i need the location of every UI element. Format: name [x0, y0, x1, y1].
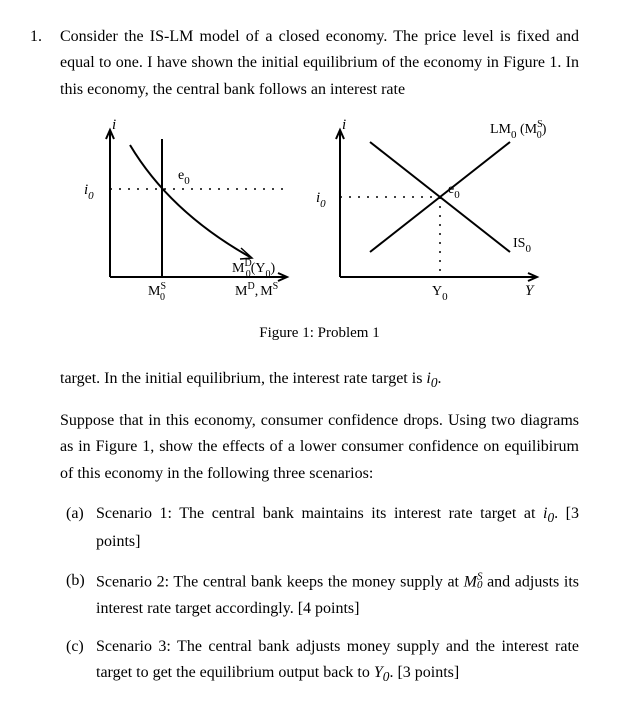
problem-body: Consider the IS-LM model of a closed eco… — [60, 24, 579, 701]
scenario-list: (a) Scenario 1: The central bank maintai… — [60, 501, 579, 688]
intro-2a: target. In the initial equilibrium, the … — [60, 370, 426, 387]
scenario-a-i0: i0 — [543, 505, 554, 522]
scenario-b-ms0: MS0 — [464, 573, 483, 590]
left-panel: i i0 e0 MS0 MD0(Y0) MD,MS — [84, 117, 287, 303]
right-x-axis-label: Y — [525, 283, 535, 299]
intro-para-1: Consider the IS-LM model of a closed eco… — [60, 24, 579, 103]
intro-i0: i0 — [426, 370, 437, 387]
scenario-a-body: Scenario 1: The central bank maintains i… — [96, 501, 579, 556]
scenario-b-text-a: Scenario 2: The central bank keeps the m… — [96, 573, 464, 590]
is-label: IS0 — [513, 236, 531, 255]
left-i0-label: i0 — [84, 182, 94, 202]
scenario-c-y0: Y0 — [374, 664, 390, 681]
problem-block: 1. Consider the IS-LM model of a closed … — [30, 24, 579, 701]
scenario-b-body: Scenario 2: The central bank keeps the m… — [96, 568, 579, 622]
scenario-a-label: (a) — [66, 501, 96, 527]
right-y0-label: Y0 — [432, 284, 448, 303]
scenario-c-text-a: Scenario 3: The central bank adjusts mon… — [96, 638, 579, 681]
right-e0-label: e0 — [448, 182, 460, 201]
problem-number: 1. — [30, 24, 60, 50]
intro-2b: . — [438, 370, 442, 387]
right-panel: i i0 e0 Y0 Y IS0 LM0 (MS0) — [316, 117, 547, 303]
scenario-a-text-a: Scenario 1: The central bank maintains i… — [96, 505, 543, 522]
figure-svg: i i0 e0 MS0 MD0(Y0) MD,MS — [70, 117, 570, 307]
figure-caption: Figure 1: Problem 1 — [60, 321, 579, 346]
figure-1: i i0 e0 MS0 MD0(Y0) MD,MS — [60, 117, 579, 346]
left-x-axis-label: MD,MS — [235, 281, 278, 299]
scenario-b-label: (b) — [66, 568, 96, 594]
left-e0-label: e0 — [178, 168, 190, 187]
intro-para-2: target. In the initial equilibrium, the … — [60, 366, 579, 394]
scenario-c-text-b: . [3 points] — [389, 664, 459, 681]
scenario-a: (a) Scenario 1: The central bank maintai… — [66, 501, 579, 556]
right-i0-label: i0 — [316, 190, 326, 210]
left-y-axis-label: i — [112, 117, 116, 133]
scenario-c-label: (c) — [66, 634, 96, 660]
right-y-axis-label: i — [342, 117, 346, 133]
prompt-para: Suppose that in this economy, consumer c… — [60, 408, 579, 487]
left-ms0-label: MS0 — [148, 281, 166, 303]
scenario-c: (c) Scenario 3: The central bank adjusts… — [66, 634, 579, 689]
scenario-b: (b) Scenario 2: The central bank keeps t… — [66, 568, 579, 622]
scenario-c-body: Scenario 3: The central bank adjusts mon… — [96, 634, 579, 689]
lm-label: LM0 (MS0) — [490, 119, 547, 141]
